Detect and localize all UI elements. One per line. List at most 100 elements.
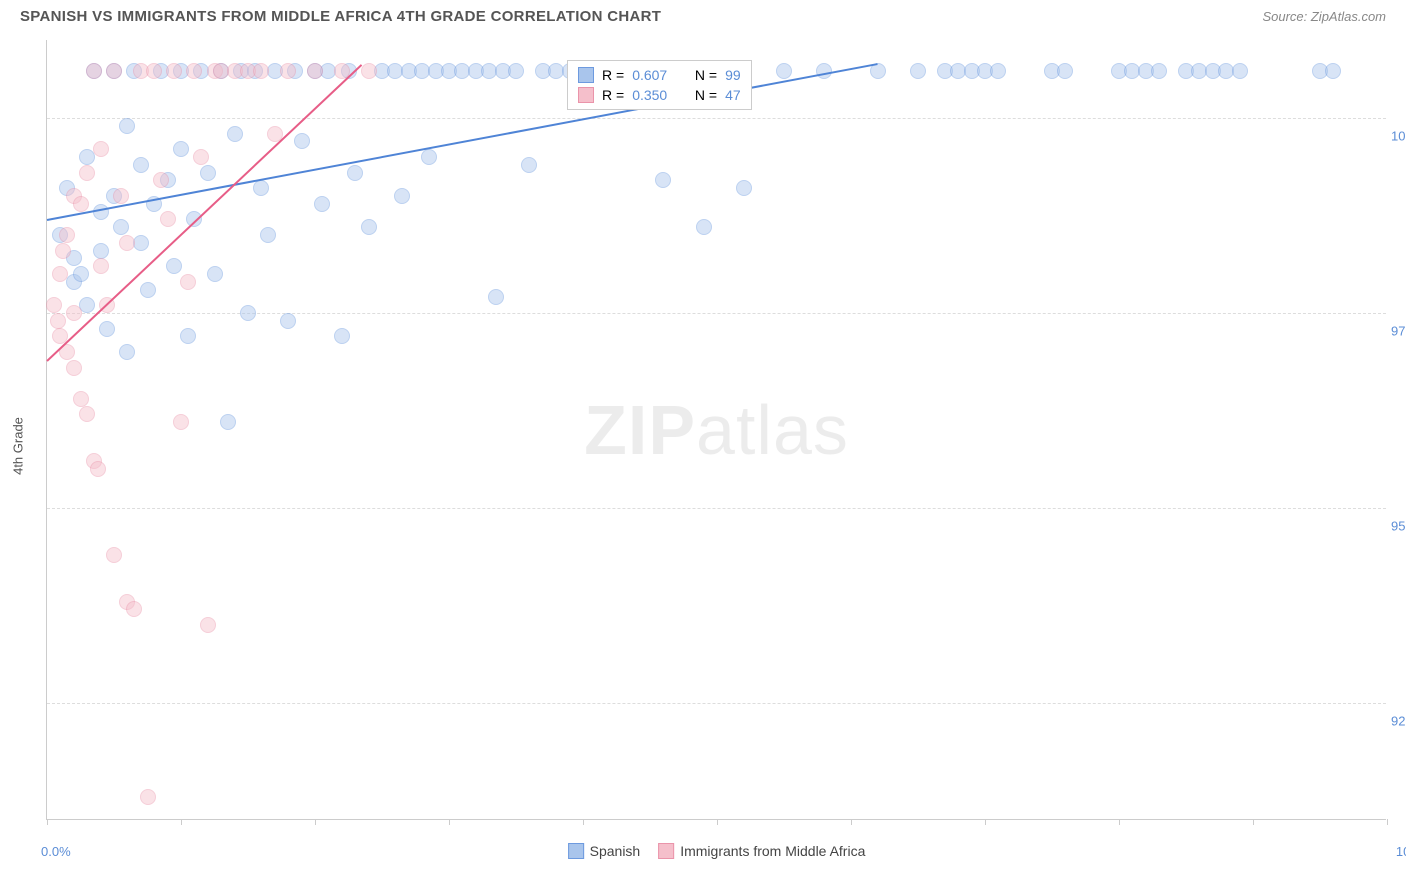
data-point [119,235,135,251]
x-tick [583,819,584,825]
data-point [126,601,142,617]
data-point [86,63,102,79]
data-point [394,188,410,204]
data-point [696,219,712,235]
y-tick-label: 97.5% [1391,324,1406,339]
data-point [140,789,156,805]
data-point [910,63,926,79]
legend-swatch [578,87,594,103]
data-point [133,157,149,173]
data-point [73,266,89,282]
legend-item: Spanish [568,843,641,859]
x-tick [1119,819,1120,825]
y-tick-label: 100.0% [1391,129,1406,144]
data-point [508,63,524,79]
data-point [173,414,189,430]
legend-label: Spanish [590,843,641,859]
source-label: Source: ZipAtlas.com [1262,9,1386,24]
data-point [776,63,792,79]
data-point [200,165,216,181]
data-point [990,63,1006,79]
title-bar: SPANISH VS IMMIGRANTS FROM MIDDLE AFRICA… [0,0,1406,29]
data-point [140,282,156,298]
legend-item: Immigrants from Middle Africa [658,843,865,859]
data-point [180,328,196,344]
x-max-label: 100.0% [1396,844,1406,859]
x-tick [717,819,718,825]
x-tick [47,819,48,825]
stats-legend: R = 0.607 N = 99R = 0.350 N = 47 [567,60,752,110]
x-tick [1253,819,1254,825]
data-point [280,63,296,79]
data-point [93,258,109,274]
series-legend: Spanish Immigrants from Middle Africa [568,843,866,859]
data-point [253,63,269,79]
data-point [220,414,236,430]
x-tick [181,819,182,825]
data-point [90,461,106,477]
x-tick [1387,819,1388,825]
legend-label: Immigrants from Middle Africa [680,843,865,859]
gridline-h [47,508,1386,509]
y-axis-label: 4th Grade [11,417,26,475]
data-point [113,188,129,204]
legend-swatch [568,843,584,859]
data-point [736,180,752,196]
data-point [166,258,182,274]
data-point [113,219,129,235]
x-min-label: 0.0% [41,844,71,859]
gridline-h [47,118,1386,119]
data-point [260,227,276,243]
data-point [79,406,95,422]
data-point [1325,63,1341,79]
data-point [488,289,504,305]
scatter-chart: ZIPatlas 92.5%95.0%97.5%100.0%0.0%100.0%… [46,40,1386,820]
data-point [307,63,323,79]
chart-title: SPANISH VS IMMIGRANTS FROM MIDDLE AFRICA… [20,8,661,25]
data-point [106,547,122,563]
data-point [227,126,243,142]
data-point [361,63,377,79]
x-tick [315,819,316,825]
data-point [166,63,182,79]
data-point [347,165,363,181]
data-point [55,243,71,259]
data-point [119,118,135,134]
data-point [119,344,135,360]
data-point [180,274,196,290]
data-point [207,266,223,282]
data-point [334,328,350,344]
gridline-h [47,703,1386,704]
stats-row: R = 0.350 N = 47 [578,85,741,105]
data-point [314,196,330,212]
data-point [1057,63,1073,79]
data-point [52,266,68,282]
watermark: ZIPatlas [584,390,849,470]
data-point [193,149,209,165]
data-point [173,141,189,157]
data-point [240,305,256,321]
data-point [106,63,122,79]
data-point [79,165,95,181]
trendline [47,63,878,221]
data-point [421,149,437,165]
data-point [253,180,269,196]
data-point [153,172,169,188]
data-point [1151,63,1167,79]
data-point [99,321,115,337]
legend-swatch [658,843,674,859]
data-point [1232,63,1248,79]
x-tick [985,819,986,825]
data-point [521,157,537,173]
data-point [73,391,89,407]
data-point [50,313,66,329]
legend-swatch [578,67,594,83]
data-point [66,305,82,321]
stats-row: R = 0.607 N = 99 [578,65,741,85]
data-point [361,219,377,235]
data-point [73,196,89,212]
x-tick [851,819,852,825]
data-point [93,243,109,259]
data-point [655,172,671,188]
data-point [200,617,216,633]
